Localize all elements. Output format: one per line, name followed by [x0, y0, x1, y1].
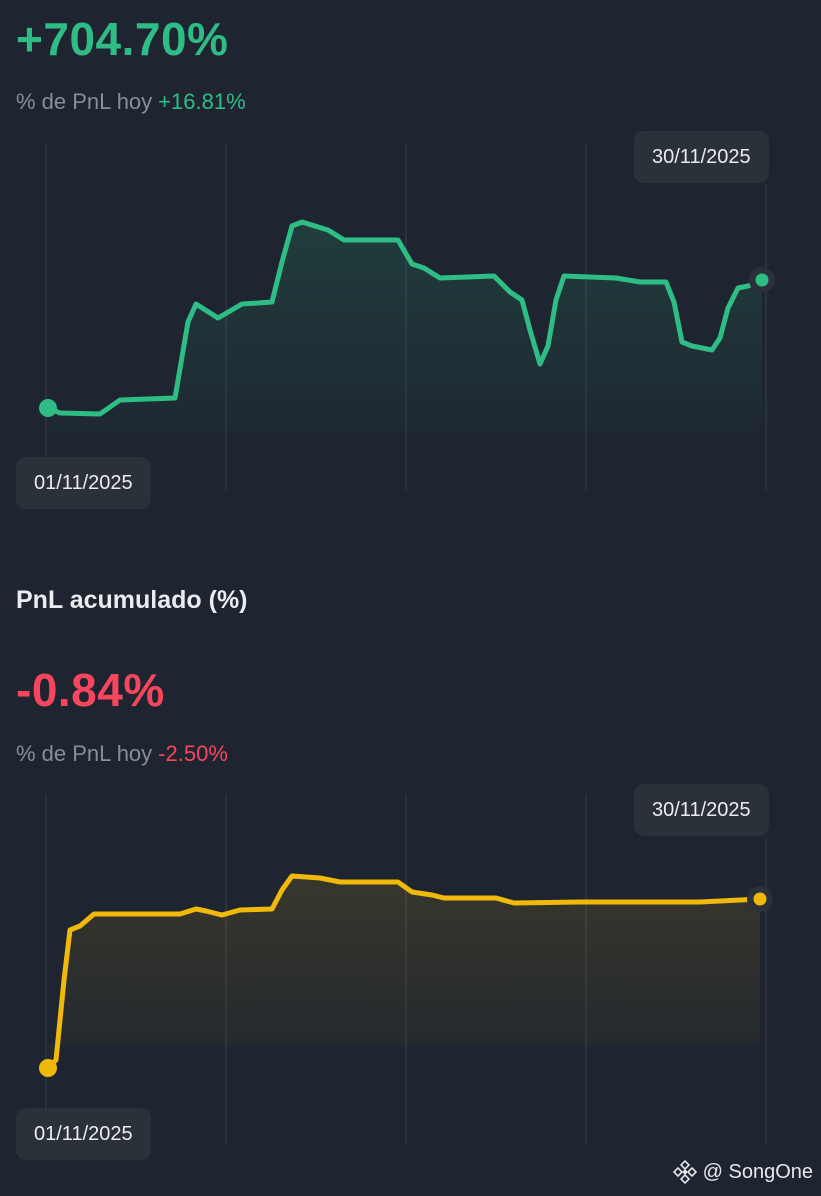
section-title: PnL acumulado (%) — [16, 586, 248, 614]
cumulative-pnl-value: -0.84% — [16, 664, 165, 716]
pnl-area-fill — [48, 222, 762, 432]
end-point-dot — [755, 273, 769, 287]
today-pnl-row: % de PnL hoy -2.50% — [16, 743, 228, 765]
end-date-label: 30/11/2025 — [634, 784, 769, 836]
cumulative-line — [45, 873, 763, 1071]
watermark-handle: @ SongOne — [702, 1160, 813, 1183]
cumulative-area-fill — [48, 876, 760, 1068]
today-pnl-label: % de PnL hoy — [16, 89, 153, 114]
watermark: @ SongOne — [672, 1160, 813, 1184]
start-point — [39, 1059, 57, 1077]
today-pnl-label: % de PnL hoy — [16, 741, 153, 766]
pnl-chart[interactable] — [0, 0, 821, 520]
end-date-label: 30/11/2025 — [634, 131, 769, 183]
start-date-label: 01/11/2025 — [16, 457, 151, 509]
today-pnl-value: -2.50% — [158, 741, 228, 766]
pnl-line — [45, 219, 765, 417]
today-pnl-row: % de PnL hoy +16.81% — [16, 91, 246, 113]
start-point — [39, 399, 57, 417]
today-pnl-value: +16.81% — [158, 89, 246, 114]
end-point-dot — [753, 892, 767, 906]
binance-logo-icon — [672, 1160, 697, 1184]
pnl-value: +704.70% — [16, 13, 229, 65]
start-date-label: 01/11/2025 — [16, 1108, 151, 1160]
